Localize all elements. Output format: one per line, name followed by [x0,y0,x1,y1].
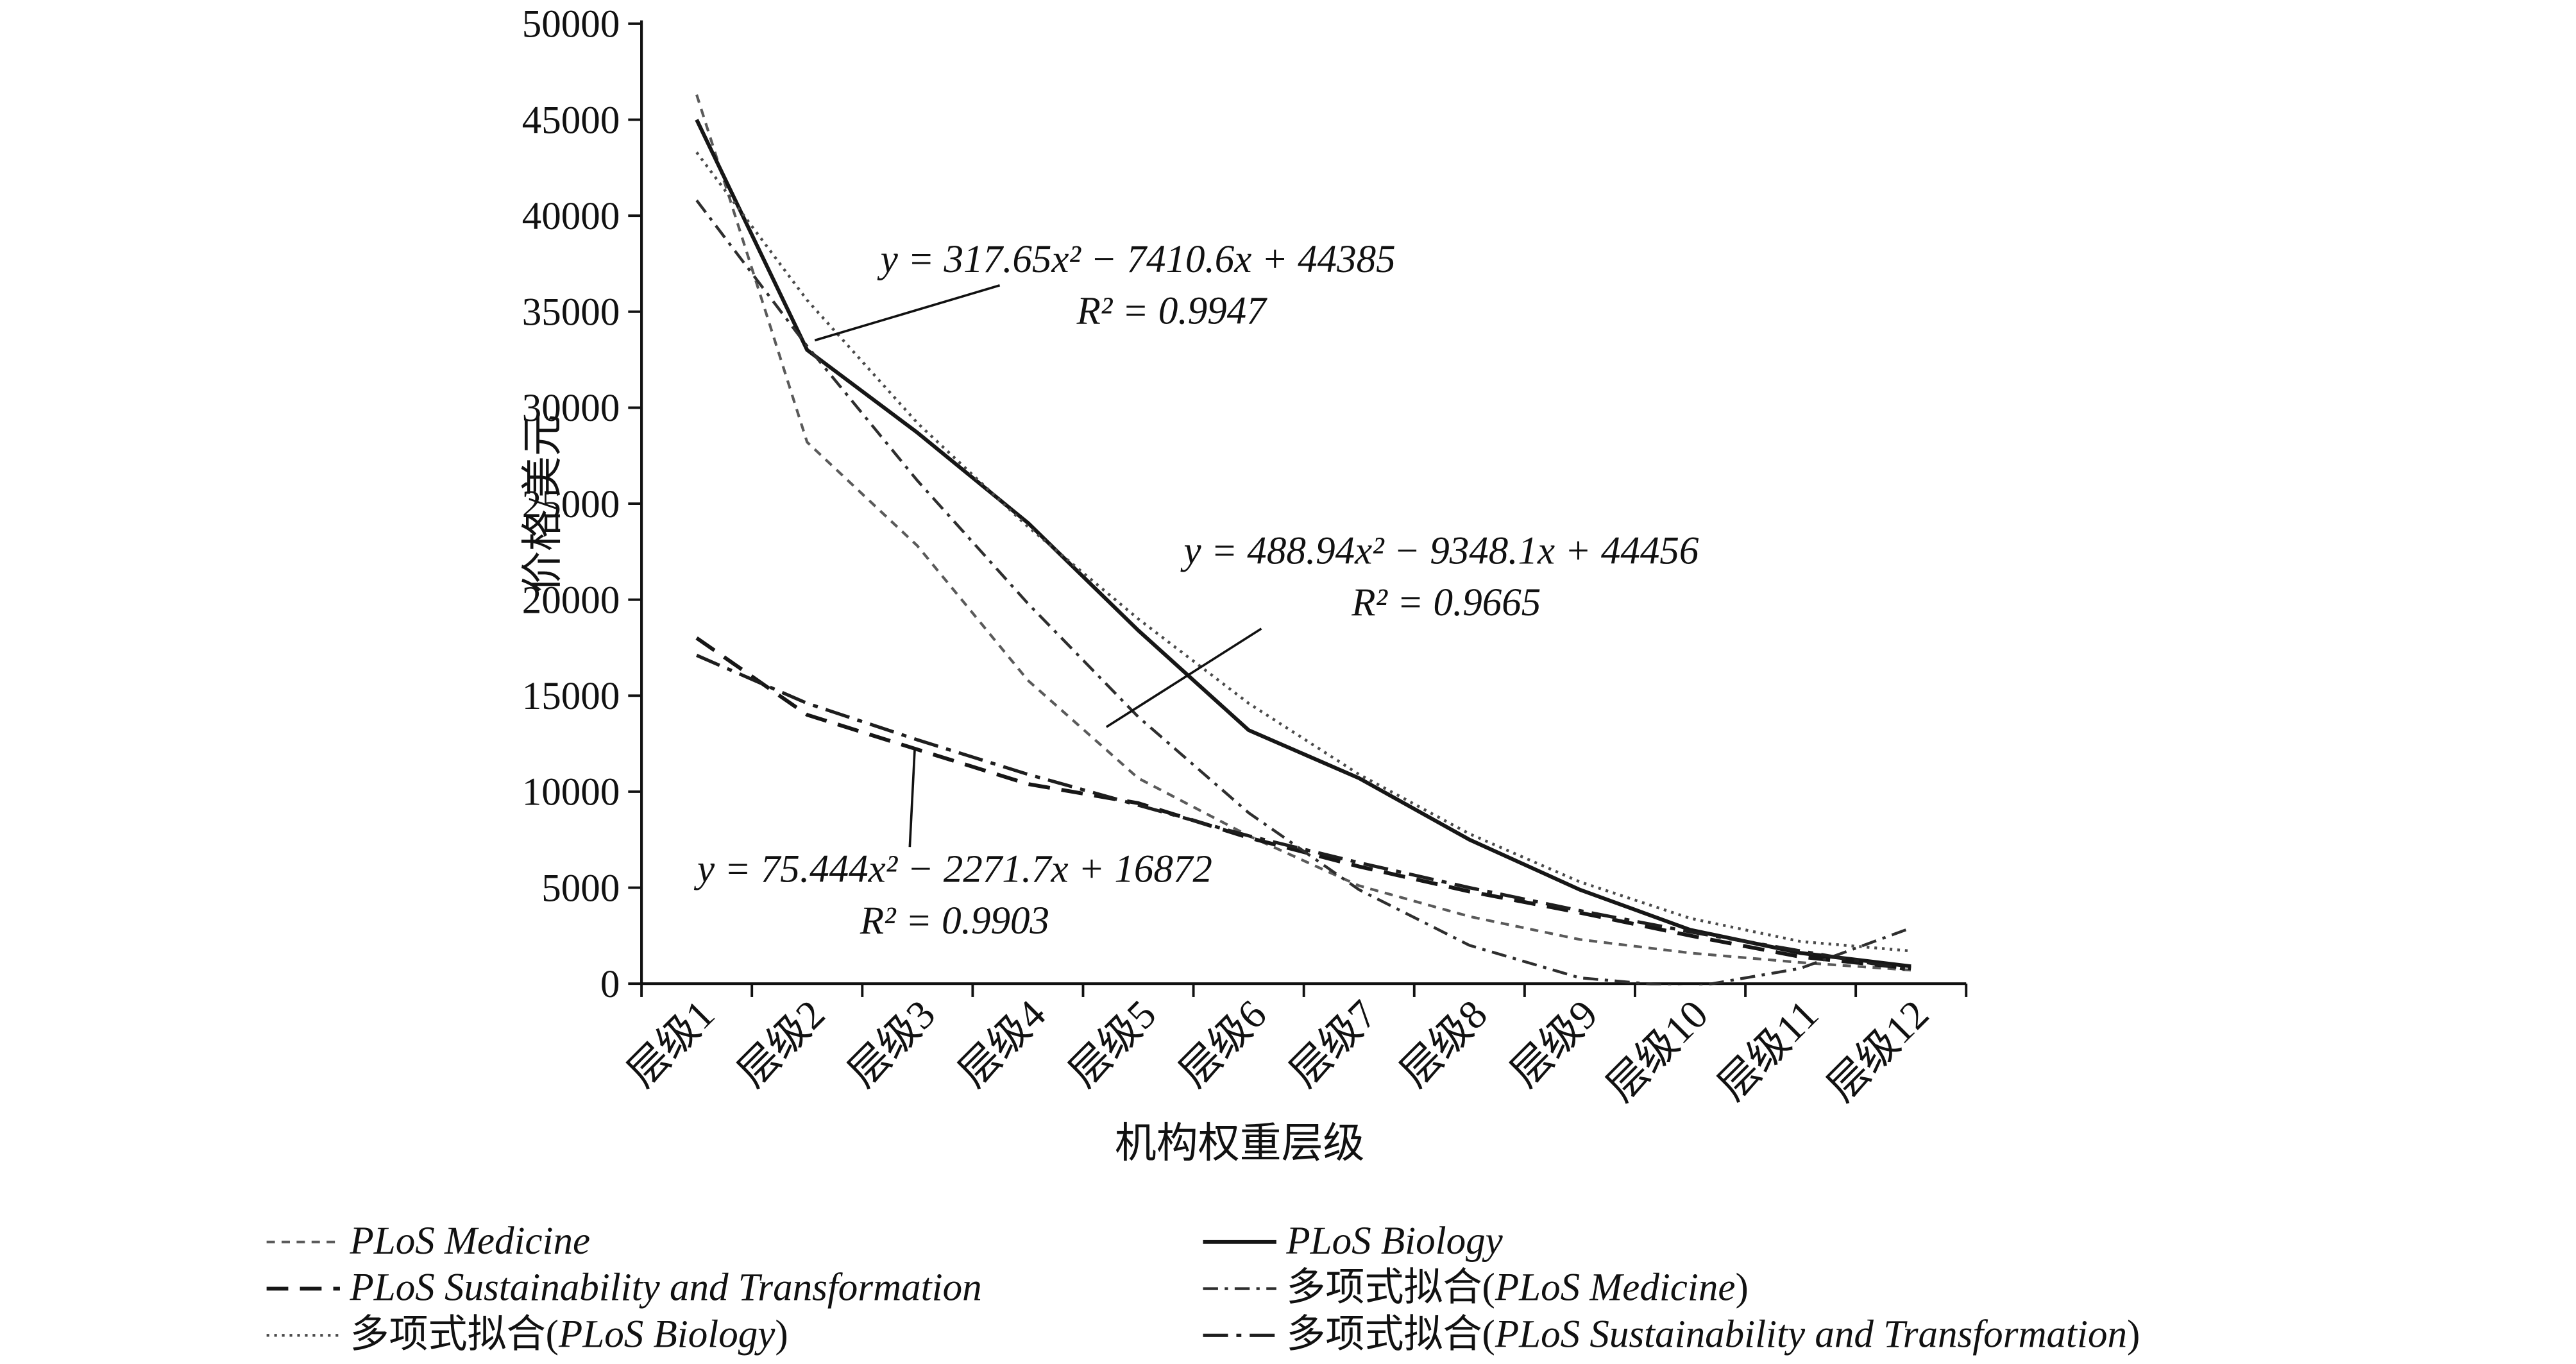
y-tick-label: 10000 [522,771,620,814]
y-axis: 0 5000 10000 15000 20000 25000 30000 35000 40000… [522,3,642,1006]
legend-label: 多项式拟合(PLoS Sustainability and Transforma… [1286,1313,2140,1356]
y-tick-label: 20000 [522,579,620,622]
legend-label: 多项式拟合(PLoS Biology) [350,1313,788,1356]
legend-item: 多项式拟合(PLoS Biology) [266,1313,788,1356]
legend-label: PLoS Medicine [350,1220,591,1263]
x-tick-label: 层级6 [1171,991,1275,1096]
annotation-r-squared: R² = 0.9903 [860,899,1049,942]
annotation-leader-line [908,748,916,848]
x-tick-label: 层级7 [1281,991,1385,1096]
annotation-equation: y = 488.94x² − 9348.1x + 44456 [1180,530,1699,573]
x-tick-label: 层级9 [1502,991,1606,1096]
x-axis-title: 机构权重层级 [1115,1120,1365,1166]
legend-item: 多项式拟合(PLoS Medicine) [1203,1266,1749,1309]
y-tick-label: 25000 [522,483,620,526]
y-tick-label: 40000 [522,195,620,238]
series-lines [695,94,1912,985]
x-tick-label: 层级11 [1709,991,1827,1109]
legend-item: 多项式拟合(PLoS Sustainability and Transforma… [1203,1313,2140,1356]
annotation-r-squared: R² = 0.9665 [1351,581,1541,624]
x-tick-label: 层级2 [729,991,834,1096]
annotation-3: y = 75.444x² − 2271.7x + 16872 R² = 0.990… [693,748,1212,942]
x-tick-label: 层级4 [950,991,1055,1096]
x-tick-label: 层级12 [1818,991,1937,1110]
x-tick-label: 层级10 [1598,991,1716,1110]
x-tick-label: 层级5 [1060,991,1165,1096]
axes [640,20,1967,985]
y-axis-title: 价格/美元 [520,414,566,593]
annotation-leader-line [1105,627,1262,728]
series-line-solid [695,119,1911,969]
y-tick-label: 0 [600,963,620,1006]
y-tick-label: 15000 [522,675,620,718]
y-tick-label: 30000 [522,387,620,430]
legend-label: 多项式拟合(PLoS Medicine) [1286,1266,1748,1309]
legend-item: PLoS Sustainability and Transformation [266,1266,982,1309]
annotation-r-squared: R² = 0.9947 [1076,290,1268,333]
annotation-leader-line [814,284,1001,342]
y-tick-label: 5000 [541,867,620,910]
x-tick-label: 层级1 [619,991,724,1096]
y-tick-label: 50000 [522,3,620,46]
annotation-equation: y = 317.65x² − 7410.6x + 44385 [877,238,1396,281]
series-line-dash-dot [695,199,1912,985]
legend-label: PLoS Sustainability and Transformation [350,1266,982,1309]
annotation-2: y = 488.94x² − 9348.1x + 44456 R² = 0.966… [1105,530,1699,728]
annotation-1: y = 317.65x² − 7410.6x + 44385 R² = 0.994… [814,238,1396,342]
x-tick-label: 层级3 [840,991,944,1096]
legend-item: PLoS Medicine [266,1220,591,1263]
series-line-dot [695,151,1911,953]
x-tick-label: 层级8 [1391,991,1496,1096]
series-line-short-dash [695,94,1911,972]
annotation-equation: y = 75.444x² − 2271.7x + 16872 [693,848,1212,891]
y-tick-label: 35000 [522,291,620,334]
y-tick-label: 45000 [522,99,620,142]
legend-item: PLoS Biology [1203,1220,1504,1263]
legend-label: PLoS Biology [1285,1220,1503,1263]
